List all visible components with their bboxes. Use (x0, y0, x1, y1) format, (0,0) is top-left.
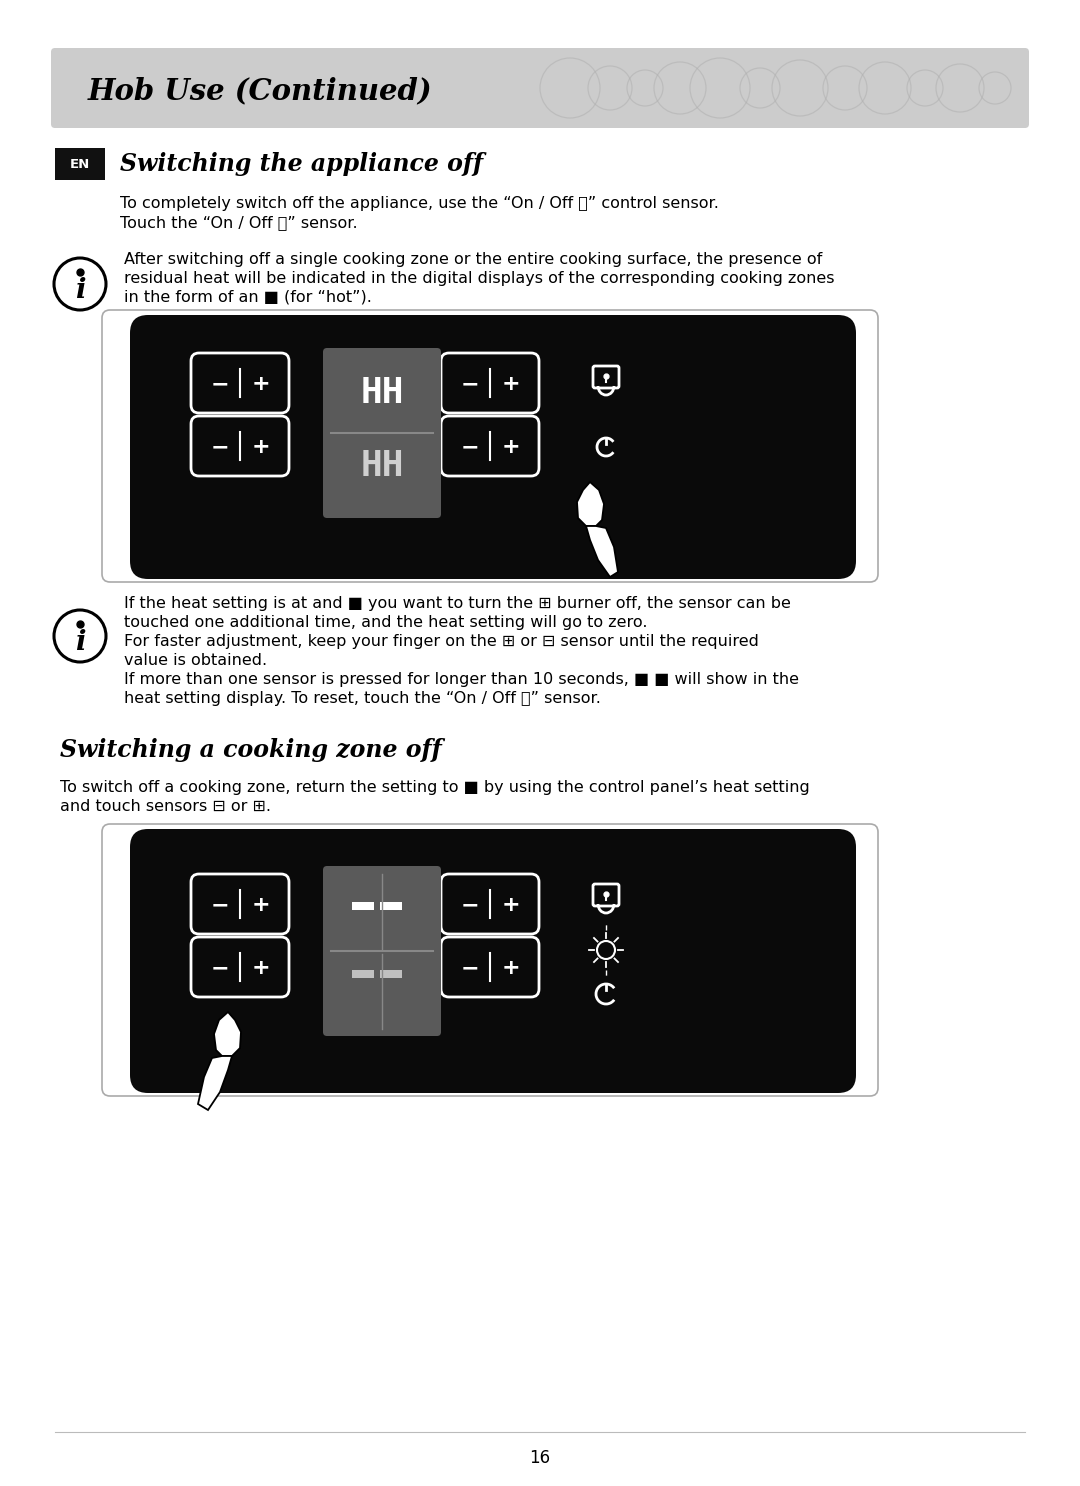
FancyBboxPatch shape (102, 311, 878, 583)
Text: +: + (252, 437, 270, 458)
Text: heat setting display. To reset, touch the “On / Off ⏻” sensor.: heat setting display. To reset, touch th… (124, 691, 600, 706)
Text: −: − (211, 437, 229, 458)
Text: residual heat will be indicated in the digital displays of the corresponding coo: residual heat will be indicated in the d… (124, 270, 835, 285)
Text: Switching the appliance off: Switching the appliance off (120, 152, 483, 175)
Text: After switching off a single cooking zone or the entire cooking surface, the pre: After switching off a single cooking zon… (124, 253, 822, 267)
FancyBboxPatch shape (130, 829, 856, 1094)
Text: +: + (501, 374, 519, 394)
Text: touched one additional time, and the heat setting will go to zero.: touched one additional time, and the hea… (124, 615, 648, 630)
Polygon shape (214, 1012, 241, 1057)
FancyBboxPatch shape (380, 970, 402, 978)
Text: +: + (252, 958, 270, 978)
Text: To switch off a cooking zone, return the setting to ■ by using the control panel: To switch off a cooking zone, return the… (60, 780, 810, 795)
Text: −: − (211, 374, 229, 394)
Text: Switching a cooking zone off: Switching a cooking zone off (60, 739, 442, 762)
FancyBboxPatch shape (51, 48, 1029, 128)
Text: Touch the “On / Off ⏻” sensor.: Touch the “On / Off ⏻” sensor. (120, 215, 357, 230)
Text: −: − (460, 374, 478, 394)
Polygon shape (586, 526, 618, 577)
Text: i: i (75, 630, 85, 657)
Text: +: + (501, 958, 519, 978)
Text: in the form of an ■ (for “hot”).: in the form of an ■ (for “hot”). (124, 290, 372, 305)
FancyBboxPatch shape (55, 149, 105, 180)
Polygon shape (577, 481, 604, 526)
FancyBboxPatch shape (323, 348, 441, 519)
Text: i: i (75, 278, 85, 305)
Text: 16: 16 (529, 1449, 551, 1467)
Text: EN: EN (70, 158, 90, 171)
FancyBboxPatch shape (130, 315, 856, 580)
Text: −: − (460, 895, 478, 915)
Text: −: − (211, 895, 229, 915)
Polygon shape (198, 1057, 232, 1110)
Text: and touch sensors ⊟ or ⊞.: and touch sensors ⊟ or ⊞. (60, 799, 271, 814)
Text: HH: HH (361, 449, 404, 483)
Text: +: + (501, 895, 519, 915)
FancyBboxPatch shape (352, 970, 374, 978)
Text: Hob Use (Continued): Hob Use (Continued) (87, 76, 433, 106)
FancyBboxPatch shape (102, 825, 878, 1097)
Text: HH: HH (361, 376, 404, 410)
Text: To completely switch off the appliance, use the “On / Off ⏻” control sensor.: To completely switch off the appliance, … (120, 196, 719, 211)
Text: If the heat setting is at and ■ you want to turn the ⊞ burner off, the sensor ca: If the heat setting is at and ■ you want… (124, 596, 791, 611)
Text: −: − (211, 958, 229, 978)
Text: +: + (252, 895, 270, 915)
FancyBboxPatch shape (323, 866, 441, 1036)
Text: value is obtained.: value is obtained. (124, 652, 267, 669)
FancyBboxPatch shape (352, 902, 374, 909)
Text: If more than one sensor is pressed for longer than 10 seconds, ■ ■ will show in : If more than one sensor is pressed for l… (124, 672, 799, 687)
Text: −: − (460, 958, 478, 978)
FancyBboxPatch shape (380, 902, 402, 909)
Text: For faster adjustment, keep your finger on the ⊞ or ⊟ sensor until the required: For faster adjustment, keep your finger … (124, 635, 759, 649)
Text: +: + (501, 437, 519, 458)
Text: −: − (460, 437, 478, 458)
Text: +: + (252, 374, 270, 394)
